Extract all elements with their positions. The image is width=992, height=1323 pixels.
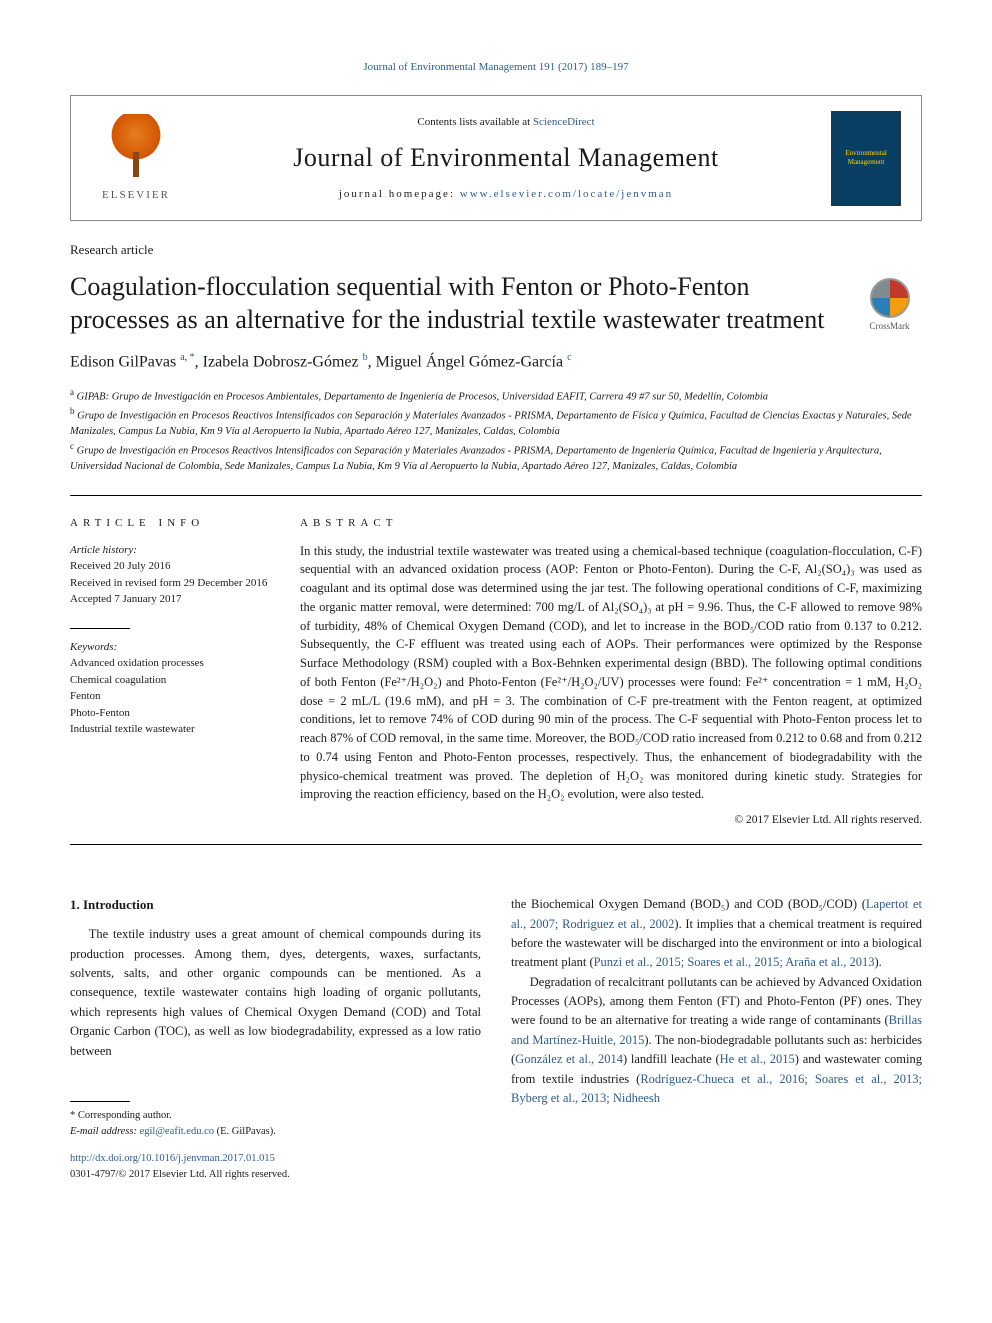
crossmark-badge[interactable]: CrossMark: [857, 278, 922, 333]
affiliations: a GIPAB: Grupo de Investigación en Proce…: [70, 386, 922, 475]
affiliation-b: b Grupo de Investigación en Procesos Rea…: [70, 405, 922, 440]
homepage-prefix: journal homepage:: [339, 188, 460, 200]
footer-rule: [70, 1101, 130, 1102]
footer-block: * Corresponding author. E-mail address: …: [70, 1101, 481, 1183]
sciencedirect-link[interactable]: ScienceDirect: [533, 116, 595, 128]
keywords-block: Keywords: Advanced oxidation processes C…: [70, 639, 270, 738]
homepage-line: journal homepage: www.elsevier.com/locat…: [181, 187, 831, 202]
contents-prefix: Contents lists available at: [417, 116, 532, 128]
keyword: Fenton: [70, 688, 270, 705]
elsevier-label: ELSEVIER: [102, 188, 170, 203]
intro-paragraph-3: Degradation of recalcitrant pollutants c…: [511, 973, 922, 1109]
abstract-heading: ABSTRACT: [300, 516, 922, 531]
journal-cover-thumbnail: Environmental Management: [831, 111, 901, 206]
issn-line: 0301-4797/© 2017 Elsevier Ltd. All right…: [70, 1167, 481, 1183]
divider: [70, 495, 922, 496]
article-title: Coagulation-flocculation sequential with…: [70, 270, 837, 338]
journal-header: ELSEVIER Contents lists available at Sci…: [70, 95, 922, 221]
introduction-heading: 1. Introduction: [70, 895, 481, 915]
history-revised: Received in revised form 29 December 201…: [70, 575, 270, 592]
homepage-link[interactable]: www.elsevier.com/locate/jenvman: [460, 188, 673, 200]
journal-title: Journal of Environmental Management: [181, 140, 831, 176]
elsevier-tree-icon: [101, 114, 171, 184]
corresponding-author: * Corresponding author.: [70, 1108, 481, 1124]
cover-text: Environmental Management: [836, 149, 896, 169]
abstract-column: ABSTRACT In this study, the industrial t…: [300, 516, 922, 828]
article-history: Article history: Received 20 July 2016 R…: [70, 542, 270, 608]
affiliation-c: c Grupo de Investigación en Procesos Rea…: [70, 440, 922, 475]
authors-line: Edison GilPavas a, *, Izabela Dobrosz-Gó…: [70, 351, 922, 374]
keyword: Chemical coagulation: [70, 672, 270, 689]
abstract-text: In this study, the industrial textile wa…: [300, 542, 922, 805]
history-label: Article history:: [70, 542, 270, 559]
journal-issue-link[interactable]: Journal of Environmental Management 191 …: [363, 61, 628, 73]
body-columns: 1. Introduction The textile industry use…: [70, 895, 922, 1183]
elsevier-logo: ELSEVIER: [91, 108, 181, 208]
history-accepted: Accepted 7 January 2017: [70, 591, 270, 608]
affiliation-a: a GIPAB: Grupo de Investigación en Proce…: [70, 386, 922, 405]
email-line: E-mail address: egil@eafit.edu.co (E. Gi…: [70, 1124, 481, 1140]
title-row: Coagulation-flocculation sequential with…: [70, 270, 922, 352]
divider: [70, 844, 922, 845]
article-info-heading: ARTICLE INFO: [70, 516, 270, 531]
info-divider: [70, 628, 130, 629]
keywords-label: Keywords:: [70, 639, 270, 656]
intro-paragraph-1: The textile industry uses a great amount…: [70, 925, 481, 1061]
contents-line: Contents lists available at ScienceDirec…: [181, 115, 831, 130]
page-container: Journal of Environmental Management 191 …: [0, 0, 992, 1223]
header-center: Contents lists available at ScienceDirec…: [181, 115, 831, 202]
crossmark-label: CrossMark: [870, 320, 910, 333]
keyword: Advanced oxidation processes: [70, 655, 270, 672]
email-label: E-mail address:: [70, 1126, 140, 1137]
email-suffix: (E. GilPavas).: [214, 1126, 276, 1137]
history-received: Received 20 July 2016: [70, 558, 270, 575]
intro-paragraph-2: the Biochemical Oxygen Demand (BOD₅) and…: [511, 895, 922, 973]
keyword: Industrial textile wastewater: [70, 721, 270, 738]
body-column-right: the Biochemical Oxygen Demand (BOD₅) and…: [511, 895, 922, 1183]
email-link[interactable]: egil@eafit.edu.co: [140, 1126, 214, 1137]
crossmark-icon: [870, 278, 910, 318]
article-info-column: ARTICLE INFO Article history: Received 2…: [70, 516, 270, 828]
doi-link[interactable]: http://dx.doi.org/10.1016/j.jenvman.2017…: [70, 1153, 275, 1164]
top-journal-link: Journal of Environmental Management 191 …: [70, 60, 922, 75]
info-abstract-row: ARTICLE INFO Article history: Received 2…: [70, 516, 922, 828]
article-type: Research article: [70, 241, 922, 259]
body-column-left: 1. Introduction The textile industry use…: [70, 895, 481, 1183]
abstract-copyright: © 2017 Elsevier Ltd. All rights reserved…: [300, 812, 922, 828]
keyword: Photo-Fenton: [70, 705, 270, 722]
